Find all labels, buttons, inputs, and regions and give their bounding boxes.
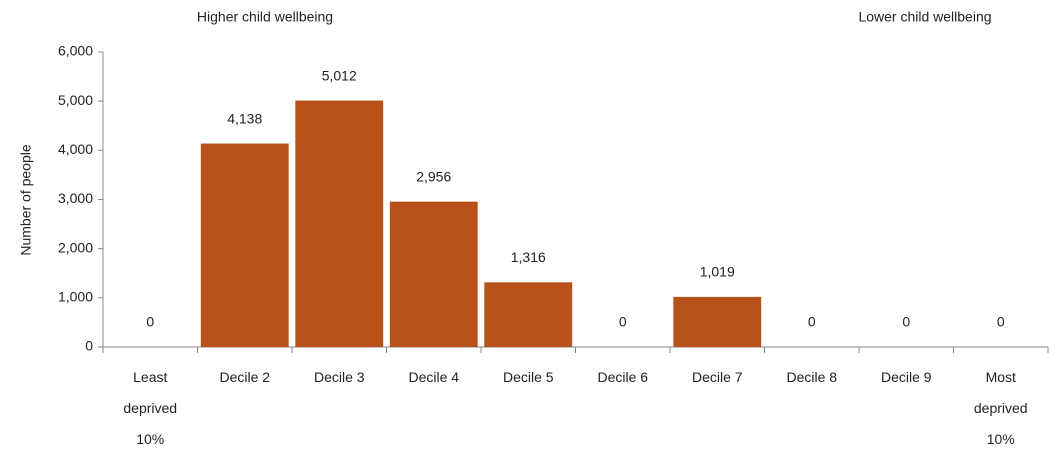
value-label: 0 bbox=[619, 314, 627, 330]
value-label: 0 bbox=[902, 314, 910, 330]
y-tick-label: 4,000 bbox=[58, 141, 93, 157]
value-label: 5,012 bbox=[322, 67, 357, 83]
value-label: 4,138 bbox=[227, 110, 262, 126]
y-axis-label: Number of people bbox=[18, 144, 34, 256]
x-tick-label: Decile 2 bbox=[219, 369, 271, 385]
x-tick-label: Decile 7 bbox=[691, 369, 743, 385]
y-tick-label: 5,000 bbox=[58, 92, 93, 108]
x-tick-label: Decile 9 bbox=[880, 369, 932, 385]
x-tick-label: Least deprived 10% bbox=[123, 369, 178, 447]
value-label: 1,019 bbox=[700, 264, 735, 280]
x-tick-label: Decile 4 bbox=[408, 369, 460, 385]
bar bbox=[389, 201, 478, 347]
value-label: 1,316 bbox=[511, 249, 546, 265]
bar bbox=[673, 296, 762, 347]
y-tick-label: 3,000 bbox=[58, 190, 93, 206]
y-tick-label: 0 bbox=[85, 338, 93, 354]
bar bbox=[200, 143, 289, 347]
bar bbox=[295, 100, 384, 348]
value-label: 0 bbox=[146, 314, 154, 330]
bar bbox=[484, 282, 573, 347]
x-tick-label: Decile 8 bbox=[786, 369, 838, 385]
y-tick-label: 2,000 bbox=[58, 239, 93, 255]
value-label: 0 bbox=[808, 314, 816, 330]
y-tick-label: 6,000 bbox=[58, 43, 93, 59]
value-label: 2,956 bbox=[416, 168, 451, 184]
annotation: Higher child wellbeing bbox=[197, 9, 333, 25]
annotation: Lower child wellbeing bbox=[858, 9, 991, 25]
value-label: 0 bbox=[997, 314, 1005, 330]
x-tick-label: Most deprived 10% bbox=[973, 369, 1028, 447]
x-tick-label: Decile 5 bbox=[502, 369, 554, 385]
x-tick-label: Decile 6 bbox=[597, 369, 649, 385]
y-tick-label: 1,000 bbox=[58, 289, 93, 305]
x-tick-label: Decile 3 bbox=[313, 369, 365, 385]
